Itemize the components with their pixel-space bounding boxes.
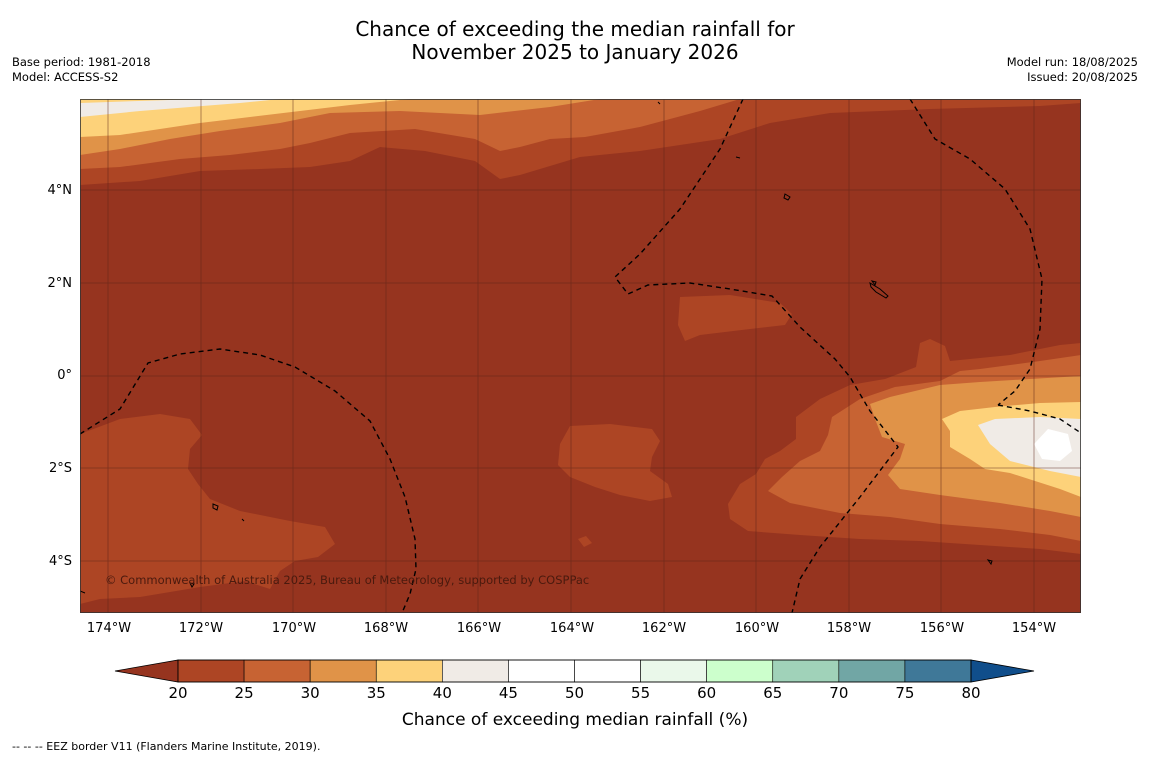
colorbar-label: Chance of exceeding median rainfall (%): [401, 710, 749, 730]
patch-central-20-25: [678, 295, 792, 341]
colorbar-under-arrow: [114, 659, 179, 683]
issued-date: Issued: 20/08/2025: [1027, 70, 1138, 84]
band-east-45-50: [1034, 429, 1072, 461]
model-name: Model: ACCESS-S2: [12, 70, 119, 84]
colorbar-tick-label: 25: [234, 684, 254, 702]
meta-left: Base period: 1981-2018 Model: ACCESS-S2: [12, 55, 151, 85]
colorbar-cell: [177, 659, 245, 683]
patch-southwest-20-25: [80, 414, 335, 604]
colorbar-cell: [640, 659, 707, 683]
map-title: Chance of exceeding the median rainfall …: [355, 17, 795, 64]
lon-label-158w: 158°W: [826, 621, 872, 636]
colorbar-cell: [772, 659, 840, 683]
colorbar-tick-label: 50: [564, 684, 585, 702]
islands: [80, 101, 993, 594]
colorbar-cell: [508, 659, 575, 683]
gridlines: [80, 99, 1081, 613]
colorbar-tick-label: 40: [432, 684, 452, 702]
colorbar-tick-label: 65: [763, 684, 783, 702]
base-period: Base period: 1981-2018: [12, 55, 151, 69]
lat-label-0: 0°: [57, 368, 72, 383]
copyright-notice: © Commonwealth of Australia 2025, Bureau…: [105, 573, 590, 587]
patch-southmid-20-25: [558, 424, 672, 501]
colorbar-cell: [838, 659, 906, 683]
colorbar-cells: [177, 659, 972, 683]
colorbar-cell: [375, 659, 443, 683]
lon-label-164w: 164°W: [549, 621, 595, 636]
colorbar-over-arrow: [970, 659, 1035, 683]
colorbar-tick-label: 75: [895, 684, 915, 702]
lon-label-172w: 172°W: [178, 621, 224, 636]
lon-label-156w: 156°W: [919, 621, 965, 636]
colorbar-cell: [309, 659, 377, 683]
lat-label-4n: 4°N: [47, 183, 73, 198]
lon-label-170w: 170°W: [271, 621, 317, 636]
colorbar-cell: [706, 659, 774, 683]
colorbar-tick-label: 70: [829, 684, 849, 702]
lat-label-2s: 2°S: [48, 461, 72, 476]
colorbar-tick-label: 30: [300, 684, 320, 702]
lon-label-166w: 166°W: [456, 621, 502, 636]
colorbar-cell: [904, 659, 972, 683]
colorbar-cell: [442, 659, 509, 683]
colorbar-cell: [243, 659, 311, 683]
lon-label-162w: 162°W: [641, 621, 687, 636]
lat-label-4s: 4°S: [48, 554, 72, 569]
lon-label-168w: 168°W: [363, 621, 409, 636]
eez-borders: [80, 99, 1081, 613]
lon-label-154w: 154°W: [1011, 621, 1057, 636]
band-north-40-45: [80, 99, 280, 117]
lon-label-174w: 174°W: [86, 621, 132, 636]
colorbar-tick-label: 55: [631, 684, 651, 702]
colorbar-tick-label: 20: [168, 684, 188, 702]
lat-label-2n: 2°N: [47, 276, 73, 291]
colorbar-tick-label: 35: [366, 684, 386, 702]
meta-right: Model run: 18/08/2025 Issued: 20/08/2025: [1007, 55, 1138, 85]
colorbar-tick-label: 80: [961, 684, 981, 702]
lon-label-160w: 160°W: [734, 621, 780, 636]
colorbar-tick-label: 45: [498, 684, 518, 702]
eez-footnote: -- -- -- EEZ border V11 (Flanders Marine…: [12, 740, 321, 753]
map-panel[interactable]: [80, 99, 1081, 613]
rainfall-map: [80, 99, 1081, 613]
model-run: Model run: 18/08/2025: [1006, 55, 1138, 69]
colorbar-tick-label: 60: [697, 684, 717, 702]
colorbar-cell: [574, 659, 641, 683]
patch-small-islet-band: [578, 536, 592, 547]
